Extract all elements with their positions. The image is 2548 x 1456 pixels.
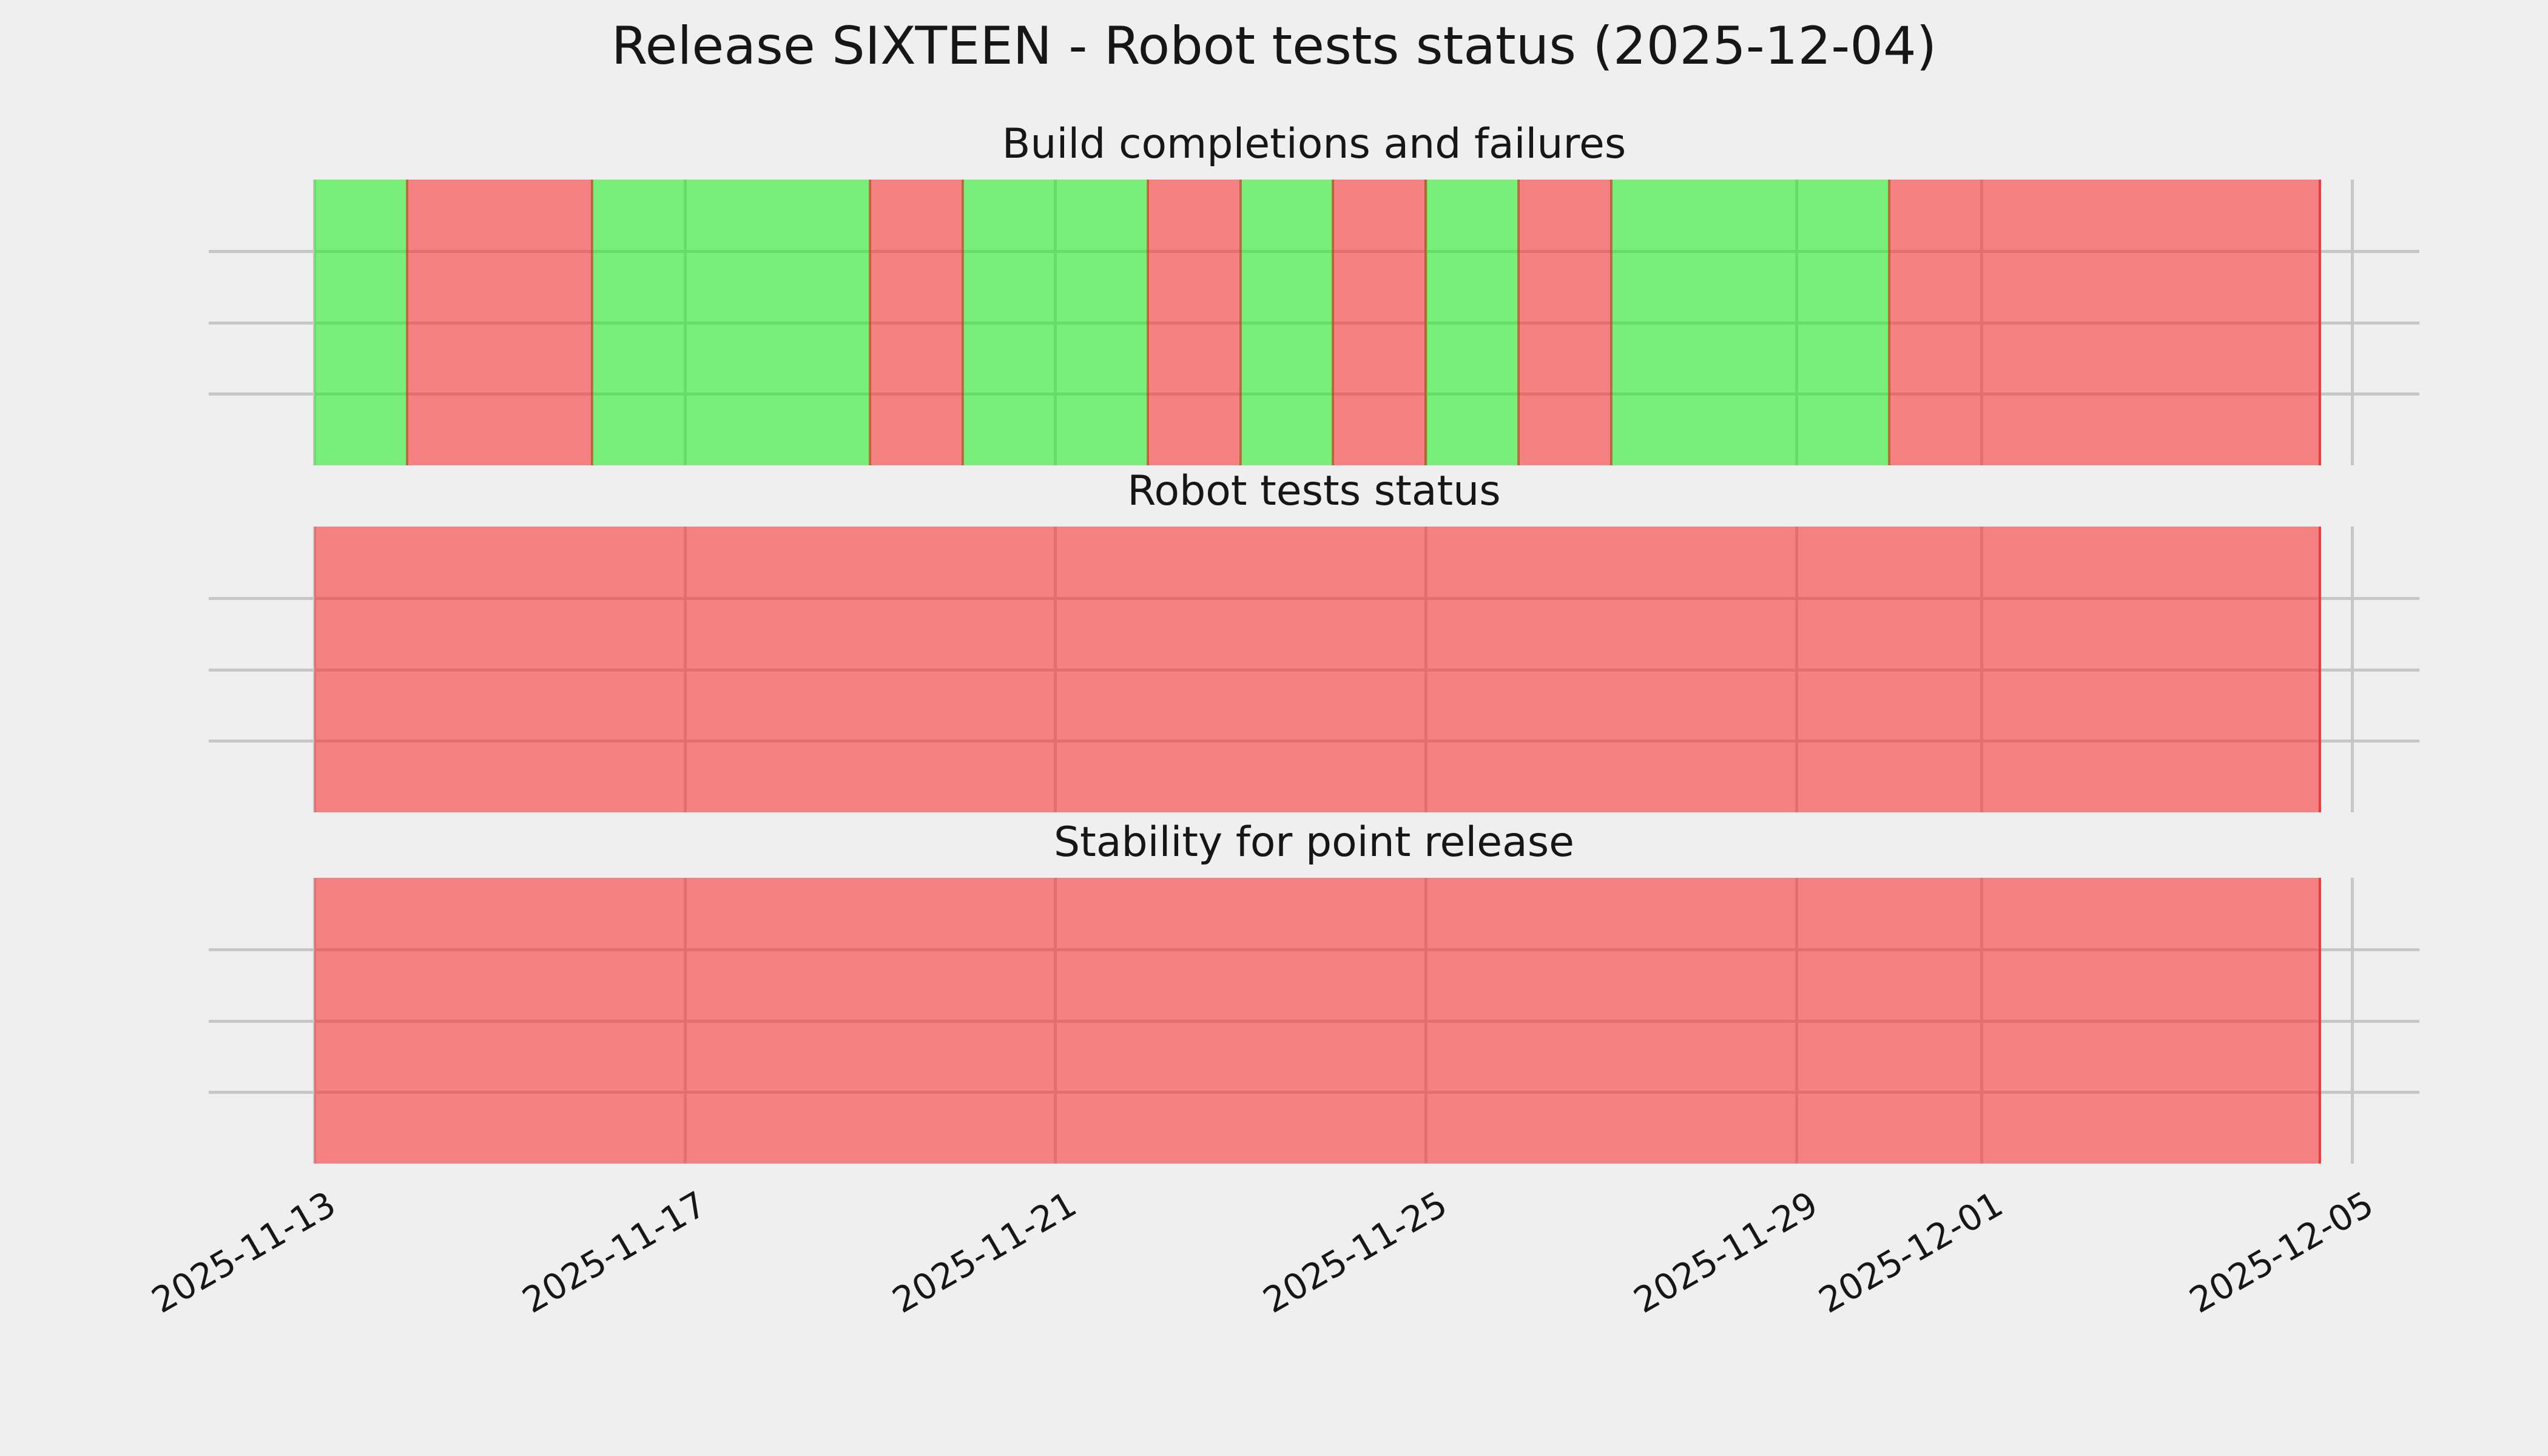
chart-stability-axes [209, 878, 2419, 1164]
status-segment-pass [962, 180, 1148, 465]
segment-boundary-line [1517, 180, 1520, 465]
segment-boundary-line [1887, 180, 1890, 465]
figure-title: Release SIXTEEN - Robot tests status (20… [611, 16, 1937, 76]
segment-boundary-line [1424, 180, 1427, 465]
segment-boundary-line [1609, 180, 1613, 465]
status-segment-fail [1889, 180, 2321, 465]
bar-end-edge [2319, 180, 2322, 465]
bar-end-edge [2319, 527, 2322, 812]
status-segment-fail [1148, 180, 1241, 465]
status-segment-pass [592, 180, 871, 465]
x-tick-label: 2025-11-25 [1256, 1183, 1454, 1321]
x-tick-label: 2025-12-05 [2182, 1183, 2381, 1321]
segment-boundary-line [961, 180, 964, 465]
chart-title-build: Build completions and failures [1002, 120, 1626, 168]
status-segment-fail [406, 180, 593, 465]
status-segment-fail [1518, 180, 1611, 465]
chart-build-axes [209, 180, 2419, 465]
chart-title-stability: Stability for point release [1054, 818, 1574, 866]
segment-boundary-line [1332, 180, 1335, 465]
segment-boundary-line [869, 180, 872, 465]
chart-title-robot: Robot tests status [1127, 467, 1501, 515]
x-tick-label: 2025-11-29 [1626, 1183, 1825, 1321]
status-segment-fail [870, 180, 963, 465]
status-segment-pass [1611, 180, 1889, 465]
x-tick-label: 2025-11-17 [515, 1183, 713, 1321]
segment-boundary-line [1239, 180, 1242, 465]
chart-robot-axes [209, 527, 2419, 812]
x-tick-label: 2025-12-01 [1812, 1183, 2010, 1321]
segment-boundary-line [1147, 180, 1150, 465]
segment-boundary-line [405, 180, 408, 465]
x-tick-label: 2025-11-13 [144, 1183, 343, 1321]
status-segment-pass [1426, 180, 1518, 465]
status-segment-pass [314, 180, 407, 465]
x-tick-label: 2025-11-21 [886, 1183, 1084, 1321]
status-segment-fail [314, 527, 2321, 812]
status-segment-pass [1240, 180, 1333, 465]
segment-boundary-line [591, 180, 594, 465]
status-segment-fail [314, 878, 2321, 1164]
status-segment-fail [1333, 180, 1426, 465]
bar-end-edge [2319, 878, 2322, 1164]
